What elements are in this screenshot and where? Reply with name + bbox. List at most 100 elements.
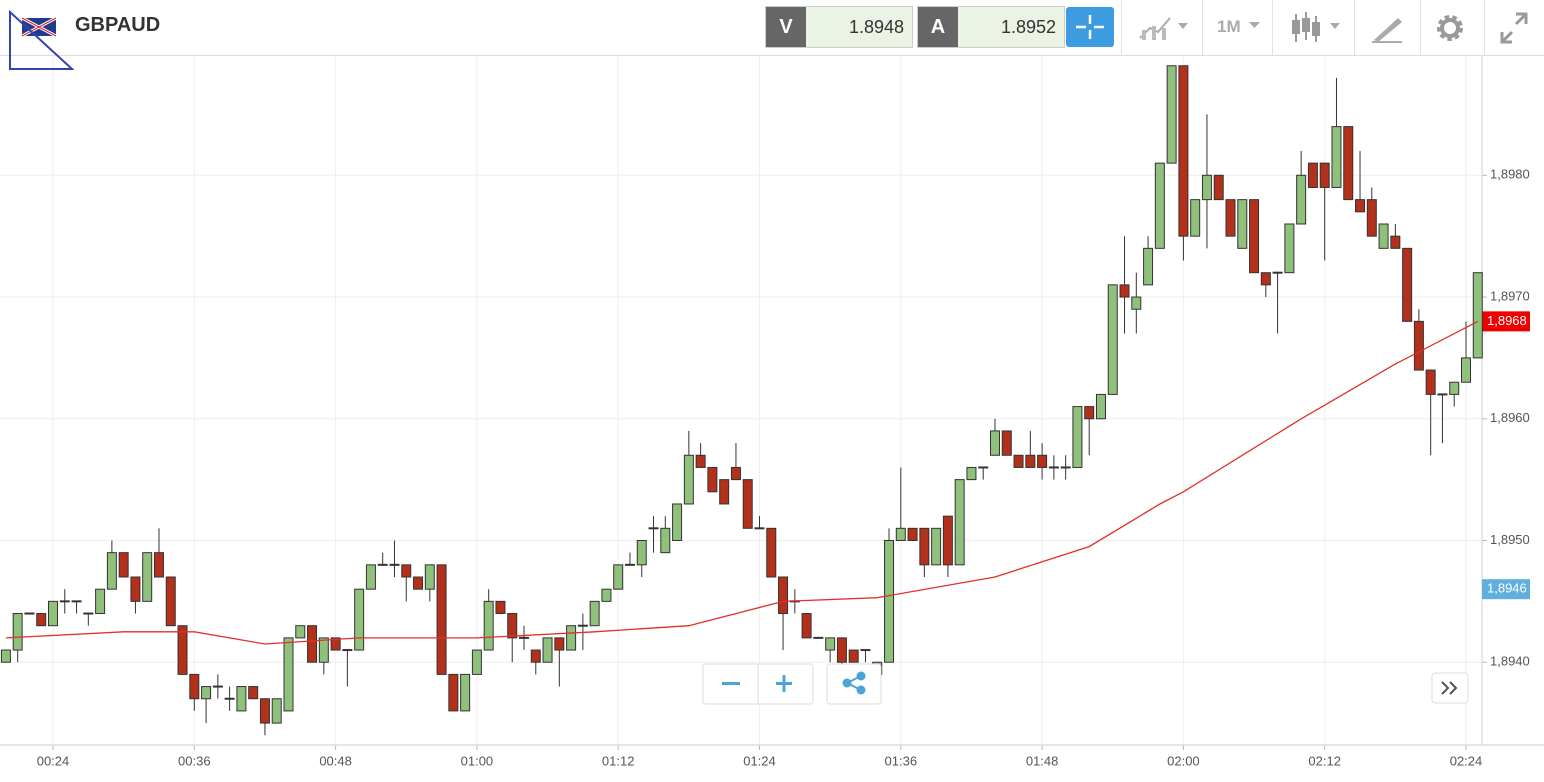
candle-body: [130, 576, 141, 602]
candle-body: [1201, 174, 1212, 201]
candle-body: [754, 527, 765, 530]
candle-body: [730, 466, 741, 481]
candle-body: [601, 588, 612, 602]
candle-body: [106, 552, 117, 590]
candle-body: [1272, 271, 1283, 274]
candle-body: [919, 527, 930, 566]
candle-body: [542, 637, 553, 663]
candle-body: [636, 539, 647, 566]
candle-body: [36, 613, 47, 627]
crosshair-button[interactable]: [1066, 7, 1114, 47]
candle-body: [460, 673, 471, 712]
price-label: 1,8946: [1487, 581, 1527, 596]
candle-body: [707, 466, 718, 493]
pen-icon: [1374, 18, 1402, 42]
candle-body: [1449, 381, 1460, 395]
fullscreen-button[interactable]: [1494, 8, 1534, 48]
candle-body: [318, 637, 329, 663]
candle-body: [24, 612, 35, 615]
candle-body: [931, 527, 942, 566]
bid-box[interactable]: V 1.8948: [765, 6, 913, 48]
candle-body: [884, 539, 895, 663]
share-icon: [842, 671, 866, 695]
crosshair-bg: [1066, 7, 1114, 47]
settings-button[interactable]: [1430, 8, 1470, 48]
candle-body: [895, 527, 906, 541]
candle-body: [1072, 406, 1083, 468]
candle-body: [236, 686, 247, 712]
candle-body: [1237, 199, 1248, 249]
separator: [1484, 0, 1485, 55]
candle-body: [624, 563, 635, 566]
candle-body: [413, 576, 424, 590]
indicator-bar: [1162, 28, 1166, 40]
indicator-bar: [1152, 26, 1156, 40]
x-tick-label: 02:12: [1308, 753, 1341, 768]
candle-body: [1312, 22, 1320, 36]
bid-value: 1.8948: [806, 7, 912, 47]
candle-body: [1166, 65, 1177, 164]
candle-body: [495, 600, 506, 615]
candle-body: [1084, 406, 1095, 420]
zoom-controls: [702, 663, 1469, 705]
candle-body: [389, 563, 400, 566]
x-tick-label: 00:24: [37, 753, 70, 768]
timeframe[interactable]: 1M: [1217, 17, 1241, 36]
ask-box[interactable]: A 1.8952: [917, 6, 1065, 48]
candle-body: [1413, 320, 1424, 371]
dropdown-arrow: [1249, 22, 1260, 28]
x-tick-label: 01:48: [1026, 753, 1059, 768]
candle-body: [519, 636, 529, 639]
chart-type-button[interactable]: [1288, 8, 1348, 48]
price-label: 1,8968: [1487, 313, 1527, 328]
zoom-in-bar: [782, 675, 786, 692]
y-tick-label: 1,8950: [1490, 532, 1530, 547]
candle-body: [1154, 162, 1165, 249]
candle-body: [95, 588, 106, 615]
candle-body: [1296, 174, 1307, 225]
moving-average: [5, 320, 1479, 645]
x-tick-label: 00:48: [319, 753, 352, 768]
candle-body: [978, 466, 989, 469]
candle-body: [1366, 199, 1377, 237]
candle-body: [448, 673, 459, 712]
candle-body: [766, 527, 777, 578]
candle-body: [742, 479, 753, 529]
candle-body: [259, 698, 270, 724]
dropdown-arrow: [1330, 23, 1340, 29]
x-tick-label: 00:36: [178, 753, 211, 768]
candle-body: [377, 563, 388, 566]
candle-body: [48, 600, 58, 627]
candle-body: [1292, 20, 1300, 34]
candle-body: [554, 637, 565, 651]
share-button[interactable]: [826, 663, 882, 705]
indicator-button[interactable]: [1136, 8, 1196, 48]
candle-body: [1402, 247, 1413, 322]
candle-body: [1437, 393, 1448, 396]
candle-body: [1225, 199, 1236, 237]
candle-body: [1472, 272, 1483, 359]
x-tick-label: 02:24: [1450, 753, 1483, 768]
candle-body: [330, 637, 341, 651]
candle-body: [589, 600, 600, 627]
candle-body: [1143, 247, 1154, 286]
candle-body: [1131, 296, 1142, 310]
candle-body: [1249, 199, 1260, 274]
candle-body: [142, 552, 153, 602]
candle-body: [153, 552, 164, 578]
candle-body: [648, 527, 659, 530]
candle-body: [1260, 272, 1271, 286]
candle-body: [530, 649, 541, 663]
candle-body: [1331, 126, 1342, 188]
crosshair-icon: [1076, 15, 1104, 39]
candle-body: [1378, 223, 1389, 249]
candle-body: [201, 686, 212, 700]
candle-body: [907, 527, 918, 541]
candle-body: [1425, 369, 1436, 395]
zoom-out[interactable]: [722, 682, 740, 685]
candle-body: [1390, 235, 1401, 249]
x-tick-label: 01:24: [743, 753, 776, 768]
draw-button[interactable]: [1368, 8, 1408, 48]
scroll-end-button[interactable]: [1431, 672, 1469, 704]
candle-body: [1178, 65, 1189, 237]
